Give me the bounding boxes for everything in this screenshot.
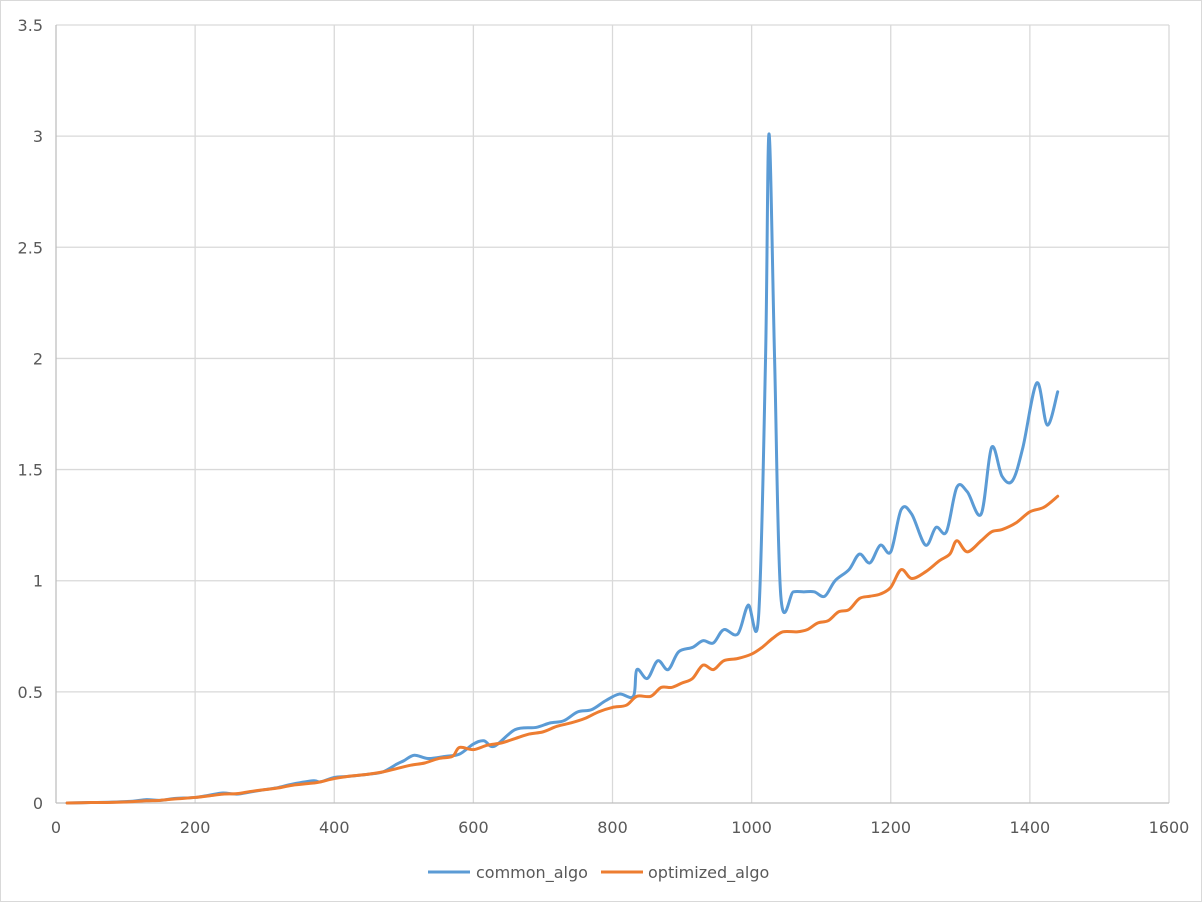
- x-tick-label: 1400: [1010, 818, 1051, 837]
- series-line-optimized_algo: [67, 496, 1058, 803]
- legend: common_algo optimized_algo: [428, 863, 769, 883]
- legend-label-optimized_algo: optimized_algo: [648, 863, 769, 883]
- series-lines: [67, 134, 1058, 803]
- legend-label-common_algo: common_algo: [476, 863, 588, 883]
- y-tick-label: 2: [33, 349, 43, 368]
- grid-lines: [56, 25, 1169, 803]
- series-line-common_algo: [67, 134, 1058, 803]
- x-tick-label: 1200: [870, 818, 911, 837]
- y-tick-label: 3.5: [18, 16, 43, 35]
- x-tick-label: 1600: [1149, 818, 1190, 837]
- x-tick-label: 1000: [731, 818, 772, 837]
- x-tick-label: 200: [180, 818, 211, 837]
- x-tick-label: 800: [597, 818, 628, 837]
- y-tick-label: 2.5: [18, 238, 43, 257]
- x-tick-label: 0: [51, 818, 61, 837]
- y-tick-labels: 0 0.5 1 1.5 2 2.5 3 3.5: [18, 16, 43, 813]
- y-tick-label: 3: [33, 127, 43, 146]
- x-tick-label: 600: [458, 818, 489, 837]
- x-tick-labels: 0 200 400 600 800 1000 1200 1400 1600: [51, 818, 1189, 837]
- y-tick-label: 1.5: [18, 461, 43, 480]
- y-tick-label: 0: [33, 794, 43, 813]
- y-tick-label: 0.5: [18, 683, 43, 702]
- x-tick-label: 400: [319, 818, 350, 837]
- y-tick-label: 1: [33, 572, 43, 591]
